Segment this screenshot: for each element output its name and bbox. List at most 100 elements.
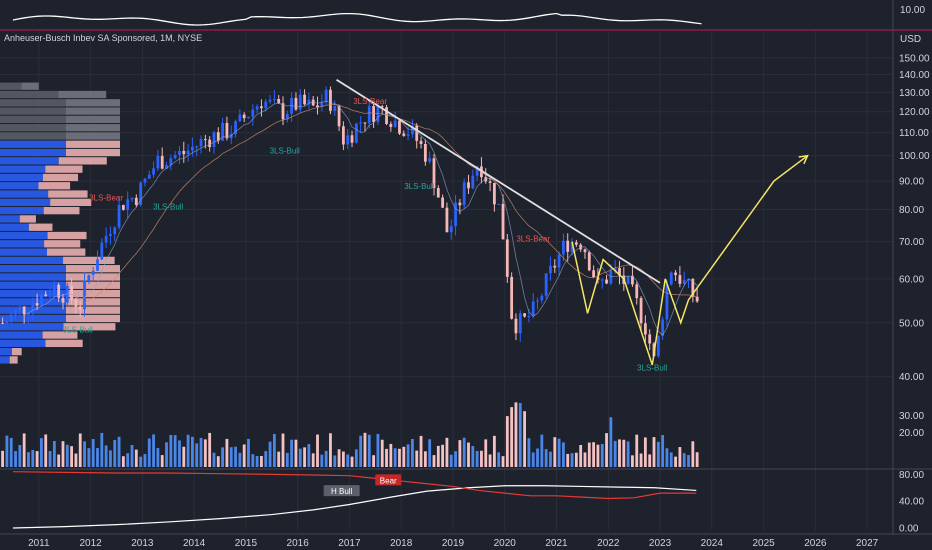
candle-body — [423, 143, 427, 162]
volume-bar — [527, 438, 531, 467]
candle-body — [203, 139, 207, 141]
candle-body — [260, 106, 263, 109]
volume-profile-bar — [0, 115, 66, 124]
volume-bar — [592, 442, 596, 467]
candle-body — [488, 181, 492, 183]
candle-body — [208, 139, 212, 148]
price-tick-label: 40.00 — [899, 372, 924, 383]
volume-bar — [70, 446, 74, 467]
volume-bar — [449, 454, 453, 467]
volume-bar — [454, 451, 457, 467]
volume-bar — [631, 455, 634, 467]
candle-body — [52, 284, 56, 296]
volume-bar — [523, 411, 526, 467]
volume-bar — [536, 448, 539, 467]
volume-bar — [480, 450, 483, 467]
volume-bar — [298, 448, 302, 467]
candle-body — [406, 134, 410, 136]
volume-profile-bar — [66, 115, 120, 124]
volume-profile-bar — [0, 240, 45, 248]
candle-body — [143, 178, 147, 183]
volume-bar — [27, 452, 30, 467]
candle-body — [268, 99, 272, 102]
volume-profile-bar — [0, 347, 12, 356]
volume-bar — [238, 452, 242, 467]
volume-profile-bar — [42, 331, 78, 339]
candle-body — [398, 120, 401, 134]
volume-profile-bar — [21, 82, 39, 90]
volume-bar — [5, 435, 9, 467]
time-tick-label: 2026 — [804, 538, 827, 549]
ma-fast-line — [24, 100, 698, 336]
volume-profile-bar — [0, 356, 10, 364]
symbol-title: Anheuser-Busch Inbev SA Sponsored, 1M, N… — [4, 33, 202, 43]
volume-bar — [9, 437, 13, 467]
volume-bar — [467, 442, 470, 467]
volume-bar — [35, 451, 39, 467]
volume-bar — [385, 448, 388, 467]
volume-bar — [234, 446, 237, 467]
oscillator-badge-label: Bear — [380, 476, 397, 485]
volume-profile-bar — [0, 99, 66, 107]
signal-label: 3LS-Bull — [153, 202, 183, 211]
candle-body — [307, 99, 311, 105]
volume-profile-bar — [0, 215, 20, 223]
volume-bar — [152, 434, 155, 467]
volume-bar — [191, 436, 194, 467]
volume-bar — [363, 432, 367, 467]
candle-body — [182, 150, 186, 155]
volume-bar — [471, 445, 475, 467]
candle-body — [574, 242, 578, 245]
volume-profile-bar — [28, 223, 53, 231]
candle-body — [385, 107, 388, 124]
oscillator-badge-label: H Bull — [331, 487, 353, 496]
candle-body — [272, 98, 276, 100]
candle-body — [682, 279, 686, 284]
candle-body — [22, 306, 26, 315]
volume-bar — [169, 434, 173, 467]
volume-bar — [182, 446, 186, 467]
volume-profile-bar — [66, 107, 120, 115]
candle-body — [78, 306, 82, 310]
time-tick-label: 2015 — [235, 538, 258, 549]
candle-body — [121, 205, 125, 210]
candle-body — [523, 313, 526, 317]
volume-profile-bar — [0, 223, 29, 231]
candle-body — [247, 116, 250, 119]
volume-bar — [255, 455, 259, 467]
volume-bar — [65, 444, 69, 467]
volume-bar — [579, 444, 583, 467]
grid-lines — [0, 0, 932, 535]
volume-profile-bar — [58, 157, 107, 165]
volume-bar — [605, 433, 608, 467]
volume-bar — [113, 439, 117, 467]
candle-body — [212, 132, 216, 148]
oscillator-tick-label: 0.00 — [899, 523, 919, 534]
volume-bar — [341, 451, 345, 467]
volume-profile-bar — [0, 198, 51, 206]
volume-bar — [678, 447, 682, 467]
volume-bar — [389, 443, 393, 467]
volume-bar — [285, 452, 289, 467]
volume-bar — [18, 445, 22, 467]
volume-profile-bar — [0, 182, 39, 190]
candle-body — [354, 123, 358, 143]
candle-body — [583, 249, 587, 253]
volume-profile-bar — [0, 132, 66, 140]
candle-body — [631, 275, 634, 285]
volume-bar — [260, 456, 263, 467]
price-tick-label: 90.00 — [899, 177, 924, 188]
signal-label: 3LS-Bull — [404, 182, 434, 191]
volume-profile-bar — [66, 289, 120, 298]
volume-profile-bar — [63, 256, 115, 265]
volume-bar — [195, 443, 199, 467]
volume-bar — [501, 456, 505, 467]
price-tick-label: 130.00 — [899, 88, 930, 99]
candle-body — [691, 279, 695, 297]
volume-bar — [216, 456, 220, 467]
volume-bar — [488, 454, 492, 467]
price-tick-label: 150.00 — [899, 53, 930, 64]
candle-body — [96, 259, 99, 271]
volume-profile-bar — [0, 90, 59, 99]
